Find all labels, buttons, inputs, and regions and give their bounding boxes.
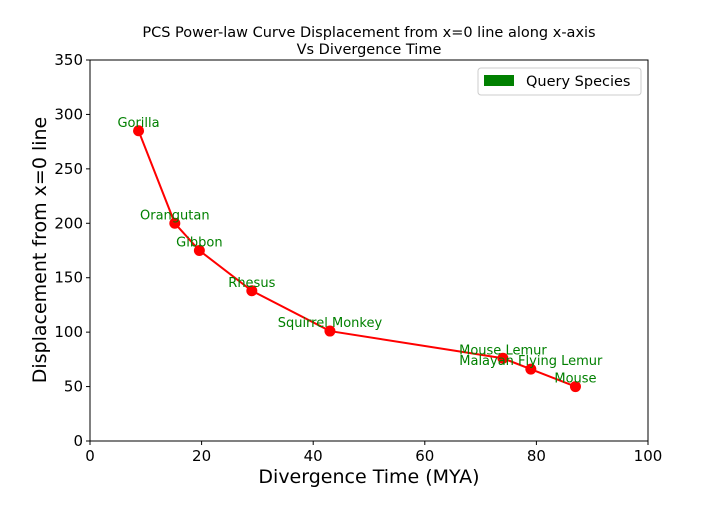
- data-point: [193, 245, 205, 256]
- x-tick-label: 0: [85, 447, 95, 465]
- point-label: Mouse: [554, 372, 596, 387]
- y-tick-label: 350: [54, 51, 83, 69]
- legend-label: Query Species: [526, 74, 630, 90]
- y-tick-label: 100: [54, 323, 83, 341]
- y-tick-label: 250: [54, 160, 83, 178]
- point-label: Mouse Lemur: [459, 343, 547, 358]
- y-tick-label: 200: [54, 214, 83, 232]
- point-label: Malayan Flying Lemur: [459, 354, 603, 369]
- plot-area: [89, 59, 649, 442]
- data-point: [525, 363, 537, 375]
- series-markers: [133, 125, 581, 393]
- x-tick-label: 100: [634, 447, 663, 465]
- data-point: [497, 352, 509, 364]
- chart-title-line1: PCS Power-law Curve Displacement from x=…: [142, 25, 595, 41]
- y-tick-label: 300: [54, 105, 83, 123]
- data-point: [246, 285, 258, 297]
- x-tick-label: 60: [415, 447, 434, 465]
- data-point: [133, 125, 145, 137]
- y-tick-label: 150: [54, 269, 83, 287]
- legend-box: [477, 67, 642, 96]
- x-axis-ticks: 0 20 40 60 80 100: [85, 441, 662, 465]
- data-point: [569, 381, 581, 393]
- point-label: Rhesus: [228, 276, 275, 291]
- x-tick-label: 80: [527, 447, 546, 465]
- x-axis-label: Divergence Time (MYA): [258, 466, 479, 488]
- chart-title-line2: Vs Divergence Time: [297, 42, 442, 58]
- legend: Query Species: [477, 67, 642, 96]
- data-point: [169, 217, 181, 229]
- data-point: [324, 325, 336, 337]
- point-label: Orangutan: [140, 208, 210, 223]
- legend-color-patch: [484, 75, 514, 86]
- y-axis-label: Displacement from x=0 line: [29, 117, 51, 384]
- point-labels: Gorilla Orangutan Gibbon Rhesus Squirrel Mon…: [117, 116, 603, 387]
- x-tick-label: 40: [304, 447, 323, 465]
- point-label: Gorilla: [117, 116, 159, 131]
- point-label: Gibbon: [176, 236, 222, 251]
- y-tick-label: 0: [73, 432, 83, 450]
- y-tick-label: 50: [64, 378, 83, 396]
- point-label: Squirrel Monkey: [278, 316, 383, 331]
- x-tick-label: 20: [192, 447, 211, 465]
- y-axis-ticks: 0 50 100 150 200 250 300 350: [54, 51, 90, 450]
